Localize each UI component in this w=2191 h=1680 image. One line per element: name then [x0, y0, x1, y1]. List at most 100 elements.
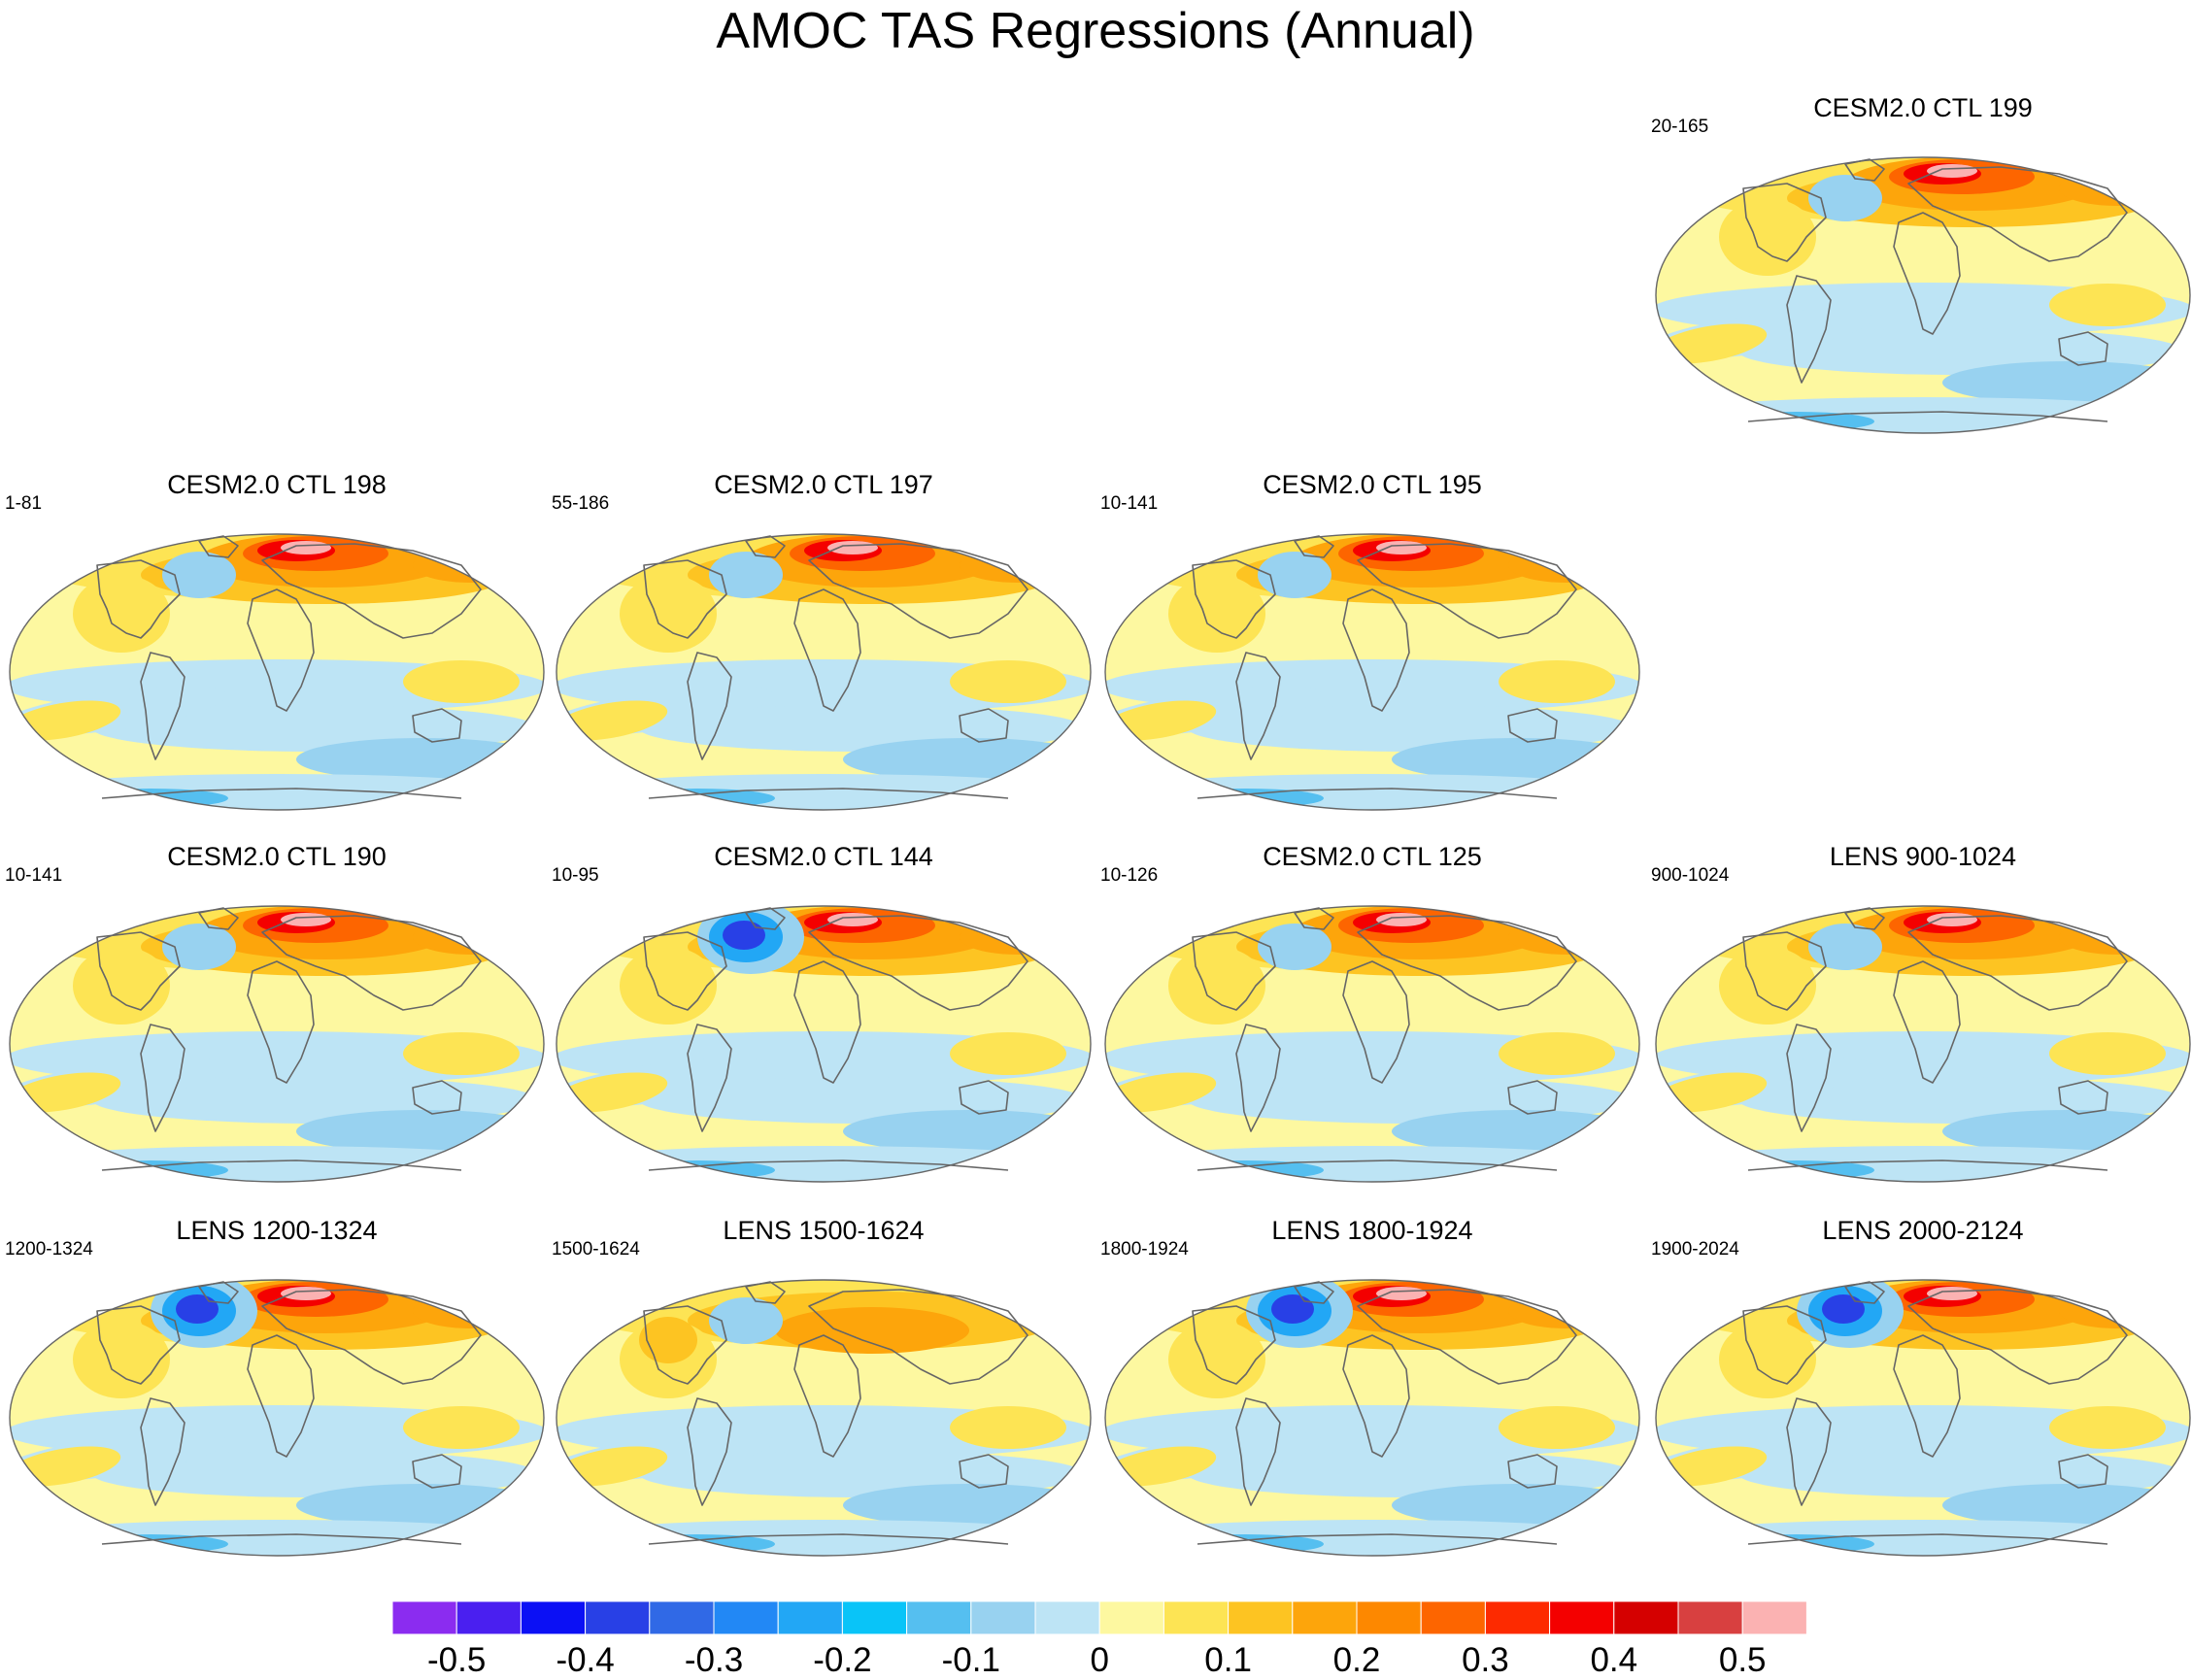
robinson-map	[556, 1279, 1092, 1557]
robinson-map	[1104, 533, 1640, 811]
warm-core	[827, 913, 878, 926]
cool-band	[556, 1146, 1091, 1182]
colorbar-box	[970, 1600, 1036, 1635]
panel-title: CESM2.0 CTL 144	[714, 842, 933, 871]
coastline	[648, 1533, 1009, 1545]
panel-title: CESM2.0 CTL 199	[1813, 93, 2033, 122]
cool-band	[843, 1484, 1091, 1527]
colorbar-tick-label: -0.3	[684, 1641, 744, 1679]
coastline	[808, 915, 1028, 1011]
cool-band	[296, 1484, 544, 1527]
warm-core	[1927, 913, 1977, 926]
robinson-map	[1655, 1279, 2191, 1557]
coastline	[101, 788, 462, 799]
colorbar-box	[455, 1600, 522, 1635]
robinson-map	[1104, 1279, 1640, 1557]
colorbar-svg	[391, 1600, 1807, 1635]
cool-band	[1105, 1146, 1639, 1182]
coastline	[1747, 1159, 2108, 1171]
coastline	[808, 543, 1028, 639]
colorbar-box	[841, 1600, 908, 1635]
map-outline	[9, 1279, 545, 1557]
coastline	[1507, 1080, 1558, 1115]
warm-core	[775, 1307, 969, 1354]
panel-year-range: 1200-1324	[5, 1239, 93, 1260]
cold-anomaly	[723, 921, 765, 950]
warm-core	[281, 913, 331, 926]
coastline	[1786, 1024, 1832, 1132]
colorbar-box	[1549, 1600, 1615, 1635]
map-panel: CESM2.0 CTL 190 10-141	[5, 840, 549, 1209]
coastline	[247, 588, 315, 712]
map-panel: CESM2.0 CTL 125 10-126	[1100, 840, 1644, 1209]
coastline	[412, 708, 462, 743]
cool-band	[1656, 397, 2190, 433]
robinson-map	[556, 533, 1092, 811]
warm-core	[1376, 541, 1427, 554]
colorbar-box	[1677, 1600, 1743, 1635]
robinson-map	[9, 1279, 545, 1557]
coastline	[793, 1334, 861, 1458]
map-outline	[556, 905, 1092, 1183]
map-outline	[1655, 905, 2191, 1183]
colorbar-tick-label: 0.1	[1204, 1641, 1252, 1679]
coastline	[648, 1159, 1009, 1171]
coastline	[1342, 960, 1410, 1084]
panel-title: CESM2.0 CTL 125	[1263, 842, 1482, 871]
coastline	[808, 1289, 1028, 1385]
coastline	[261, 1289, 482, 1385]
warm-core	[1376, 913, 1427, 926]
cool-band	[1656, 1520, 2190, 1556]
robinson-map	[1104, 905, 1640, 1183]
warm-belt	[1168, 947, 1265, 1025]
map-outline	[9, 905, 545, 1183]
coastline	[1197, 1159, 1558, 1171]
coastline	[261, 915, 482, 1011]
coastline	[1907, 1289, 2128, 1385]
warm-belt	[403, 1032, 520, 1075]
warm-belt	[2049, 1406, 2166, 1449]
warm-belt	[1499, 1406, 1615, 1449]
cold-anomaly	[176, 1294, 219, 1324]
map-outline	[556, 533, 1092, 811]
warm-core	[639, 1317, 697, 1363]
panel-year-range: 55-186	[552, 493, 610, 514]
robinson-map	[9, 533, 545, 811]
colorbar-tick-label: 0	[1090, 1641, 1109, 1679]
coastline	[1742, 183, 1827, 262]
coastline	[1907, 915, 2128, 1011]
panel-year-range: 10-126	[1100, 865, 1159, 886]
coastline	[643, 931, 727, 1011]
coastline	[1192, 1305, 1276, 1385]
cold-anomaly	[709, 1297, 783, 1344]
map-outline	[1655, 156, 2191, 434]
coastline	[1893, 212, 1961, 335]
cold-anomaly	[1808, 924, 1882, 970]
map-panel: LENS 900-1024 900-1024	[1651, 840, 2191, 1209]
warm-belt	[73, 947, 170, 1025]
warm-belt	[2049, 284, 2166, 326]
map-outline	[1104, 533, 1640, 811]
colorbar-tick-label: -0.2	[813, 1641, 872, 1679]
coastline	[140, 652, 185, 760]
cool-band	[10, 774, 544, 810]
colorbar	[391, 1600, 1808, 1640]
map-panel: CESM2.0 CTL 195 10-141	[1100, 468, 1644, 837]
cool-band	[296, 738, 544, 781]
coastline	[247, 1334, 315, 1458]
coastline	[687, 1024, 732, 1132]
coastline	[96, 1305, 181, 1385]
colorbar-tick-label: 0.2	[1332, 1641, 1381, 1679]
cool-band	[1105, 1520, 1639, 1556]
panel-title: CESM2.0 CTL 197	[714, 470, 933, 499]
panel-title: CESM2.0 CTL 198	[167, 470, 387, 499]
warm-belt	[950, 1406, 1066, 1449]
warm-belt	[403, 1406, 520, 1449]
coastline	[101, 1159, 462, 1171]
warm-core	[281, 1287, 331, 1300]
map-panel: CESM2.0 CTL 197 55-186	[552, 468, 1096, 837]
coastline	[101, 1533, 462, 1545]
panel-title: LENS 1200-1324	[176, 1216, 378, 1245]
warm-belt	[620, 575, 717, 653]
warm-core	[1927, 1287, 1977, 1300]
